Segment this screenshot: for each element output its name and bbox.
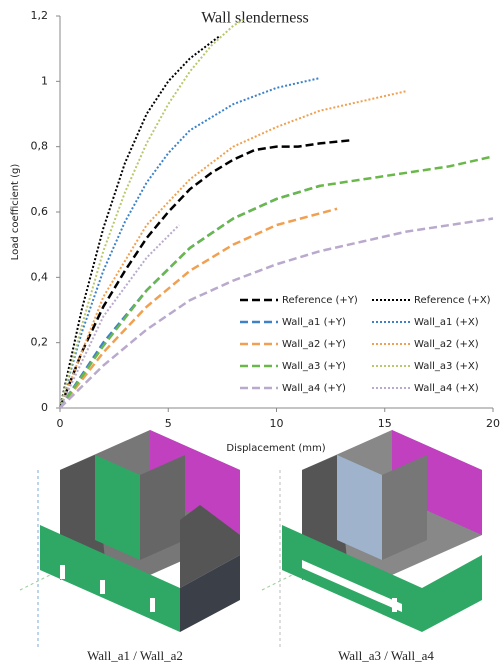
- y-tick-label: 0: [41, 401, 48, 414]
- y-tick-label: 1: [41, 74, 48, 87]
- building-illustration: [20, 430, 240, 650]
- building-illustration: [262, 430, 482, 650]
- legend-label: Wall_a1 (+X): [414, 317, 479, 328]
- legend-label: Wall_a4 (+Y): [282, 383, 346, 394]
- series-line: [60, 91, 406, 408]
- y-axis-label: Load coefficient (g): [10, 164, 21, 261]
- legend-label: Wall_a2 (+X): [414, 339, 479, 350]
- series-line: [60, 225, 179, 408]
- figure-caption: Wall_a3 / Wall_a4: [338, 648, 434, 663]
- y-tick-label: 0,2: [31, 336, 49, 349]
- legend-label: Wall_a4 (+X): [414, 383, 479, 394]
- x-tick-label: 0: [57, 417, 64, 430]
- chart: Wall slenderness Displacement (mm) Load …: [0, 0, 503, 671]
- y-tick-label: 0,4: [31, 270, 49, 283]
- legend-label: Reference (+X): [414, 295, 491, 306]
- legend-label: Wall_a1 (+Y): [282, 317, 346, 328]
- chart-title: Wall slenderness: [201, 10, 309, 27]
- legend-label: Wall_a3 (+Y): [282, 361, 346, 372]
- y-tick-label: 0,6: [31, 205, 49, 218]
- x-tick-label: 20: [486, 417, 500, 430]
- x-tick-label: 15: [378, 417, 392, 430]
- y-tick-label: 0,8: [31, 140, 49, 153]
- series-line: [60, 209, 337, 408]
- page: Wall slenderness Displacement (mm) Load …: [0, 0, 503, 671]
- x-tick-label: 10: [270, 417, 284, 430]
- y-tick-label: 1,2: [31, 9, 49, 22]
- series-line: [60, 219, 493, 408]
- x-tick-label: 5: [165, 417, 172, 430]
- x-axis-label: Displacement (mm): [226, 443, 325, 454]
- figure-caption: Wall_a1 / Wall_a2: [87, 648, 183, 663]
- series-line: [60, 186, 320, 408]
- legend-label: Wall_a3 (+X): [414, 361, 479, 372]
- legend-label: Wall_a2 (+Y): [282, 339, 346, 350]
- legend-label: Reference (+Y): [282, 295, 358, 306]
- series-line: [60, 36, 220, 408]
